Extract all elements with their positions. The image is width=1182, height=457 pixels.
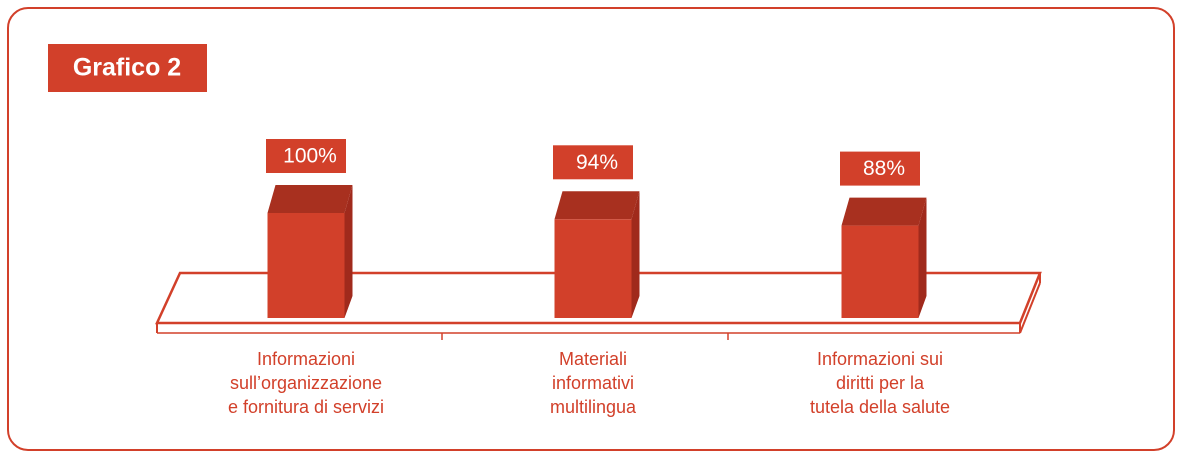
bar-top bbox=[841, 197, 927, 226]
value-label-box bbox=[553, 145, 633, 180]
bar bbox=[554, 219, 632, 318]
bar bbox=[841, 225, 919, 318]
value-label: 94% bbox=[576, 151, 618, 174]
title-box bbox=[48, 44, 207, 92]
bar-side bbox=[918, 197, 927, 318]
x-tick-label: Informazioni sui diritti per la tutela del… bbox=[810, 349, 950, 417]
value-label: 88% bbox=[863, 157, 905, 180]
floor-edge bbox=[1019, 282, 1041, 334]
chart-title: Grafico 2 bbox=[73, 54, 181, 82]
value-label: 100% bbox=[283, 145, 337, 168]
x-tick-label: Informazioni sull’organizzazione e fornitu… bbox=[228, 349, 384, 417]
bar-top bbox=[267, 185, 353, 213]
bar-side bbox=[631, 191, 640, 318]
bar-top bbox=[554, 191, 640, 220]
value-label-box bbox=[266, 139, 346, 173]
bar-side bbox=[344, 185, 353, 318]
x-tick-label: Materiali informativi multilingua bbox=[550, 349, 637, 417]
bar bbox=[267, 213, 345, 318]
value-label-box bbox=[840, 151, 920, 186]
